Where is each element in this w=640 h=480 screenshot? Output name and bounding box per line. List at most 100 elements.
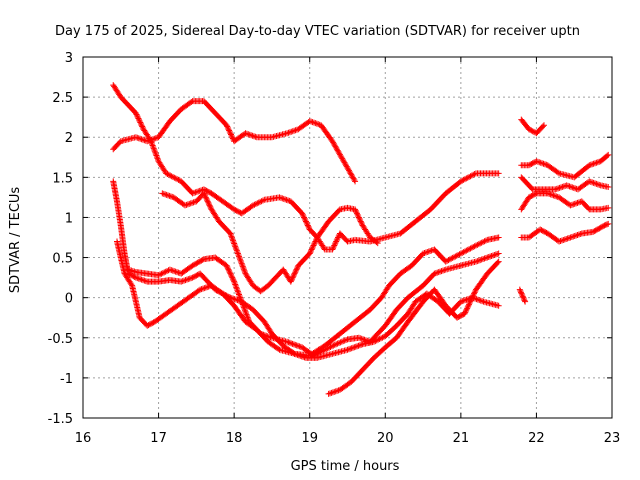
data-point	[378, 335, 385, 342]
data-point	[334, 387, 341, 394]
data-point	[137, 135, 144, 142]
data-point	[574, 199, 581, 206]
data-point	[495, 258, 502, 265]
data-point	[527, 126, 534, 133]
data-point	[478, 256, 485, 263]
data-point	[431, 270, 438, 277]
data-point	[329, 246, 336, 253]
data-point	[141, 137, 148, 144]
data-point	[519, 293, 526, 300]
data-point	[427, 248, 434, 255]
data-point	[463, 306, 470, 313]
data-point	[461, 248, 468, 255]
data-point	[152, 149, 159, 156]
data-point	[207, 205, 214, 212]
data-point	[257, 198, 264, 205]
data-point	[240, 302, 247, 309]
y-tick-label: 0.5	[52, 252, 73, 267]
data-point	[309, 243, 316, 250]
data-point	[495, 250, 502, 257]
data-point	[563, 182, 570, 189]
data-point	[250, 202, 257, 209]
data-point	[542, 229, 549, 236]
y-axis-label: SDTVAR / TECUs	[8, 187, 23, 294]
data-point	[464, 305, 471, 312]
data-point	[231, 206, 238, 213]
data-point	[462, 308, 469, 315]
data-point	[539, 227, 546, 234]
data-point	[343, 237, 350, 244]
data-point	[284, 338, 291, 345]
data-point	[239, 301, 246, 308]
data-point	[335, 387, 342, 394]
data-point	[286, 129, 293, 136]
data-point	[289, 275, 296, 282]
data-point	[196, 187, 203, 194]
data-point	[301, 215, 308, 222]
data-point	[131, 273, 138, 280]
data-point	[340, 338, 347, 345]
x-tick-label: 20	[377, 431, 394, 446]
data-point	[335, 207, 342, 214]
data-point	[456, 313, 463, 320]
data-point	[593, 159, 600, 166]
data-point	[331, 388, 338, 395]
data-point	[224, 263, 231, 270]
data-point	[332, 239, 339, 246]
data-point	[192, 261, 199, 268]
data-point	[519, 291, 526, 298]
data-point	[235, 290, 242, 297]
data-point	[310, 242, 317, 249]
data-point	[127, 271, 134, 278]
data-point	[324, 345, 331, 352]
data-point	[187, 200, 194, 207]
data-point	[292, 267, 299, 274]
data-point	[250, 133, 257, 140]
data-point	[307, 249, 314, 256]
data-point	[466, 301, 473, 308]
data-point	[470, 291, 477, 298]
data-point	[138, 276, 145, 283]
data-point	[134, 112, 141, 119]
data-point	[178, 278, 185, 285]
data-point	[541, 161, 548, 168]
data-point	[459, 312, 466, 319]
data-point	[520, 296, 527, 303]
data-point	[238, 260, 245, 267]
data-point	[517, 287, 524, 294]
data-point	[570, 233, 577, 240]
data-point	[560, 237, 567, 244]
data-point	[226, 269, 233, 276]
data-point	[279, 195, 286, 202]
y-tick-label: 3	[65, 51, 73, 66]
data-point	[434, 269, 441, 276]
data-point	[235, 251, 242, 258]
data-point	[228, 234, 235, 241]
data-point	[173, 269, 180, 276]
data-point	[145, 322, 152, 329]
data-point	[466, 173, 473, 180]
data-point	[280, 195, 287, 202]
x-tick-label: 17	[150, 431, 167, 446]
data-point	[241, 305, 248, 312]
x-tick-label: 21	[453, 431, 470, 446]
data-point	[239, 262, 246, 269]
data-point	[468, 172, 475, 179]
series-s2	[110, 98, 359, 185]
data-point	[242, 130, 249, 137]
data-point	[242, 308, 249, 315]
data-point	[331, 242, 338, 249]
data-point	[334, 340, 341, 347]
data-point	[568, 233, 575, 240]
data-point	[437, 268, 444, 275]
data-point	[471, 290, 478, 297]
data-point	[254, 200, 261, 207]
data-point	[312, 238, 319, 245]
data-point	[299, 211, 306, 218]
data-point	[528, 160, 535, 167]
data-point	[549, 191, 556, 198]
data-point	[590, 228, 597, 235]
data-point	[474, 258, 481, 265]
data-point	[544, 190, 551, 197]
data-point	[233, 246, 240, 253]
